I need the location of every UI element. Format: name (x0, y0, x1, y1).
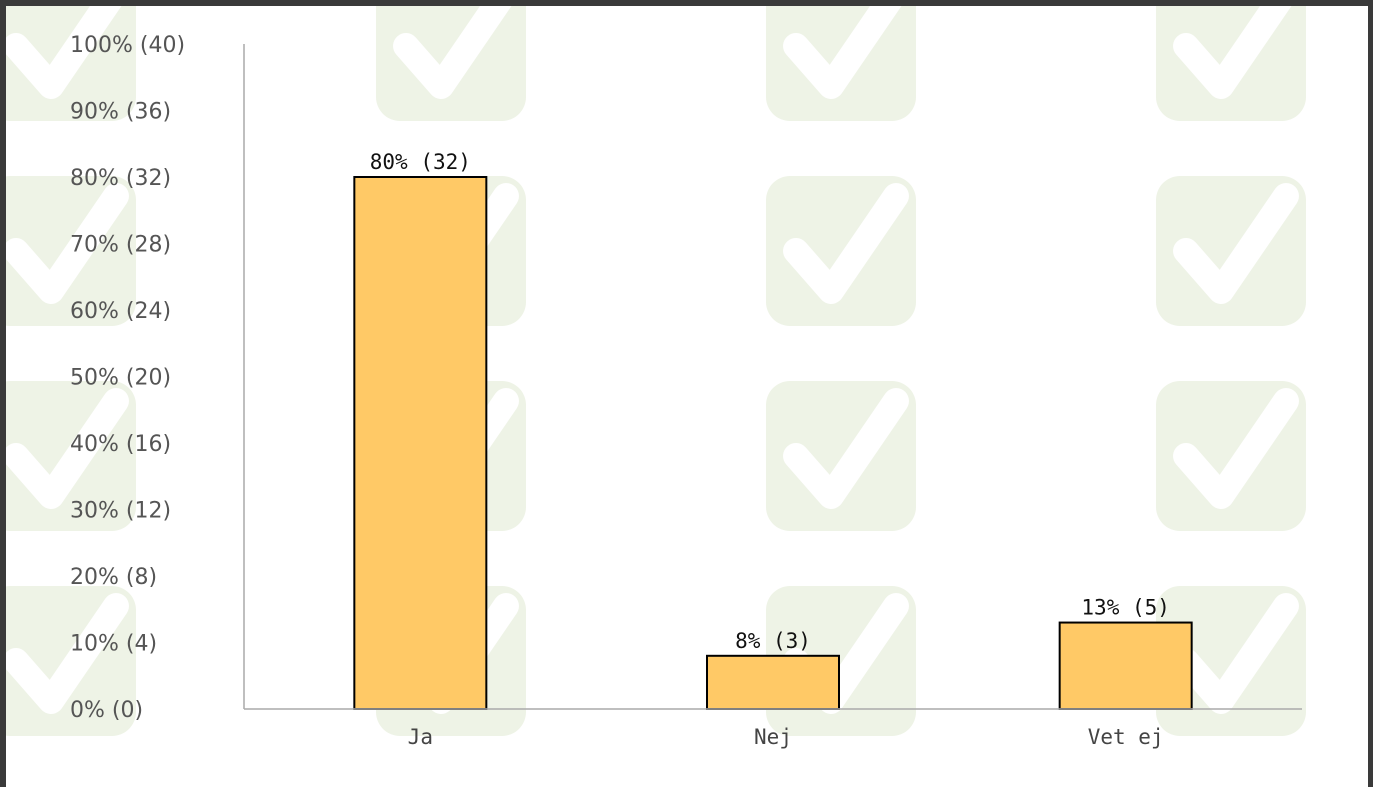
y-tick-label: 20% (8) (70, 565, 157, 590)
bar-ja (353, 176, 488, 710)
bar-chart: 0% (0) 10% (4) 20% (8) 30% (12) 40% (16) 50% … (6, 6, 1368, 787)
data-labels: 80% (32) 8% (3) 13% (5) (370, 150, 1170, 653)
y-tick-label: 0% (0) (70, 698, 143, 723)
y-tick-label: 10% (4) (70, 632, 157, 657)
y-tick-label: 50% (20) (70, 366, 171, 391)
y-tick-label: 70% (28) (70, 233, 171, 258)
x-axis-category-labels: Ja Nej Vet ej (408, 725, 1164, 749)
category-label: Vet ej (1088, 725, 1164, 749)
bar-nej (706, 654, 840, 710)
y-tick-label: 40% (16) (70, 432, 171, 457)
category-label: Ja (408, 725, 433, 749)
y-axis-tick-labels: 0% (0) 10% (4) 20% (8) 30% (12) 40% (16) 50% … (70, 33, 185, 723)
bars (353, 176, 1193, 710)
data-label: 13% (5) (1081, 596, 1170, 620)
category-label: Nej (754, 725, 792, 749)
data-label: 8% (3) (735, 629, 811, 653)
y-tick-label: 100% (40) (70, 33, 185, 58)
y-tick-label: 80% (32) (70, 166, 171, 191)
y-tick-label: 90% (36) (70, 100, 171, 125)
y-tick-label: 30% (12) (70, 499, 171, 524)
bar-vet-ej (1058, 621, 1193, 710)
data-label: 80% (32) (370, 150, 471, 174)
y-tick-label: 60% (24) (70, 299, 171, 324)
